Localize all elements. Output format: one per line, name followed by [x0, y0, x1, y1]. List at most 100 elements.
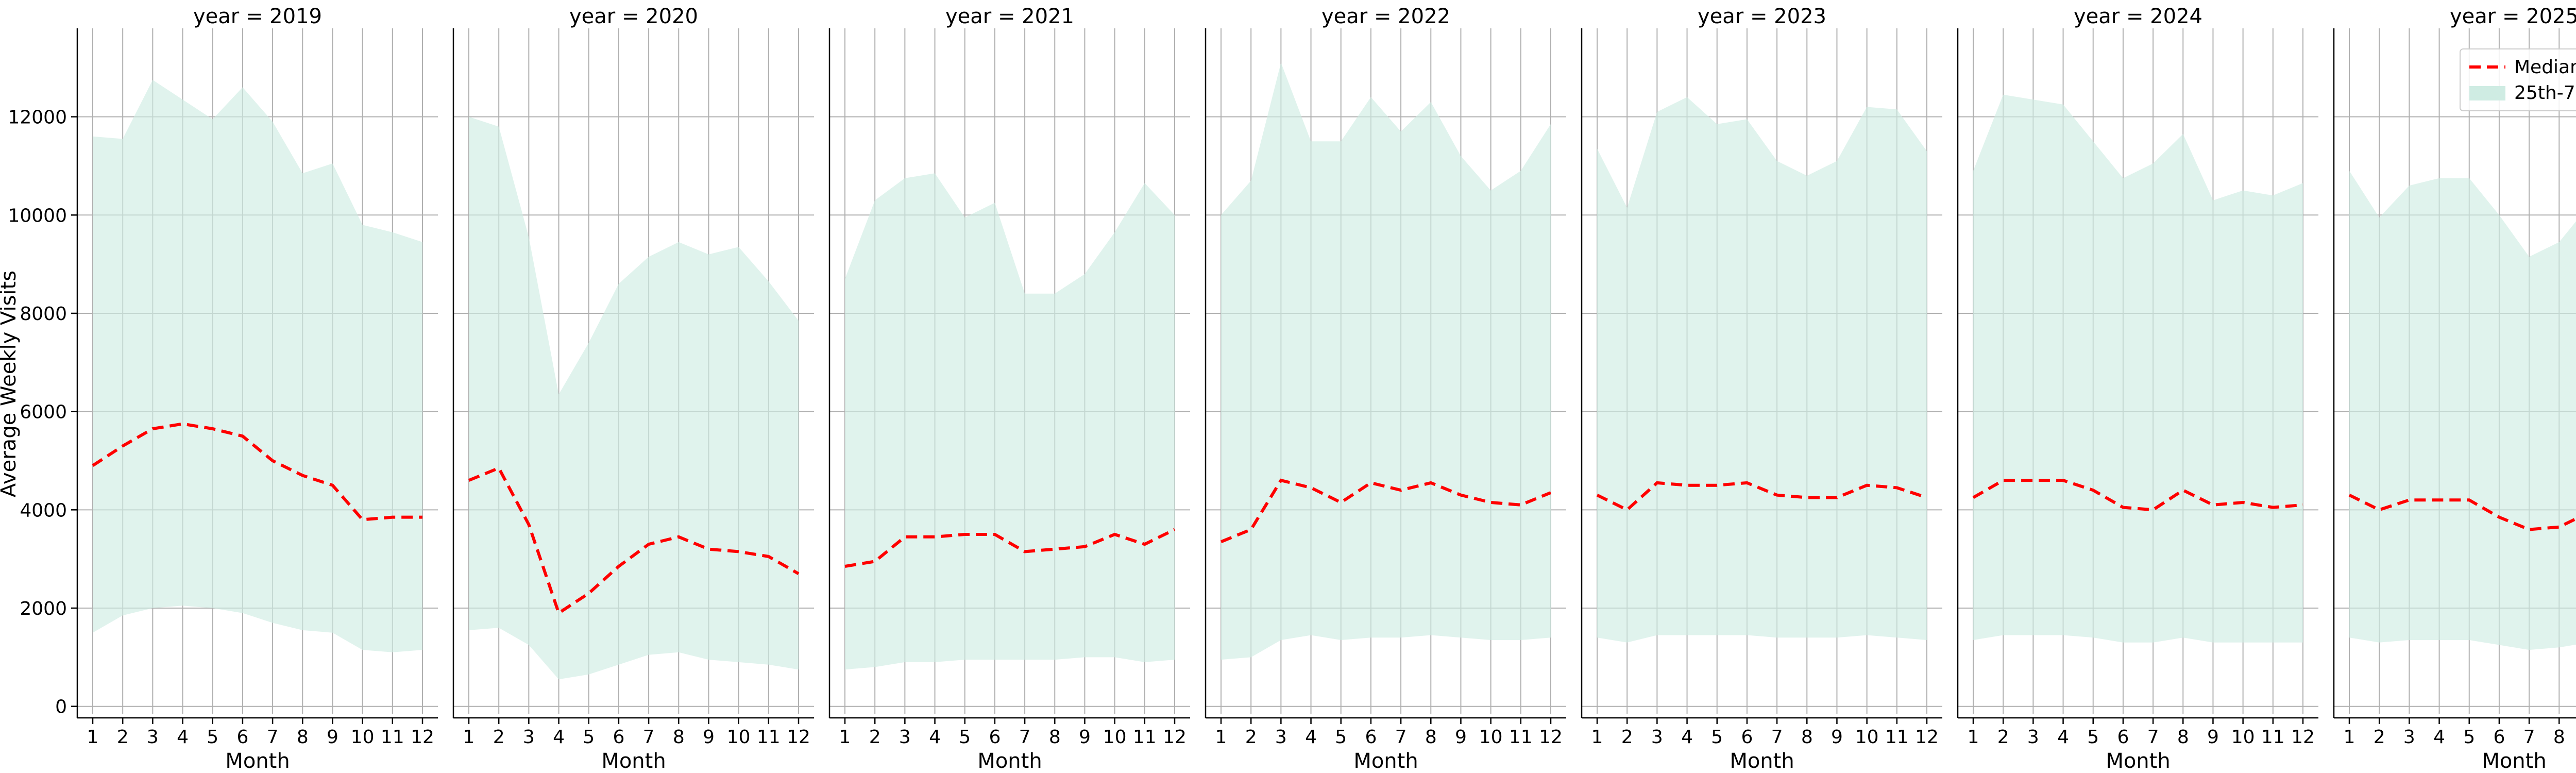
- percentile-band: [1597, 97, 1927, 643]
- x-tick-label: 12: [1915, 727, 1939, 748]
- x-tick-label: 9: [2207, 727, 2219, 748]
- x-tick-label: 4: [1681, 727, 1693, 748]
- x-tick-label: 10: [1479, 727, 1503, 748]
- x-tick-label: 3: [147, 727, 159, 748]
- x-tick-label: 9: [1079, 727, 1091, 748]
- y-tick-label: 8000: [20, 304, 67, 325]
- x-tick-label: 6: [613, 727, 624, 748]
- x-tick-label: 8: [1801, 727, 1813, 748]
- x-tick-label: 8: [673, 727, 685, 748]
- x-tick-label: 10: [1103, 727, 1127, 748]
- legend-median-label: Median: [2514, 57, 2576, 78]
- x-tick-label: 3: [899, 727, 911, 748]
- x-tick-label: 6: [2117, 727, 2129, 748]
- percentile-band: [469, 116, 799, 680]
- x-tick-label: 9: [1831, 727, 1843, 748]
- x-tick-label: 7: [1395, 727, 1407, 748]
- x-tick-label: 8: [297, 727, 309, 748]
- x-tick-label: 12: [787, 727, 810, 748]
- x-tick-label: 4: [177, 727, 189, 748]
- percentile-band: [1221, 62, 1551, 660]
- x-axis-label: Month: [225, 749, 290, 773]
- x-tick-label: 6: [1365, 727, 1377, 748]
- percentile-band: [845, 173, 1175, 670]
- x-axis-label: Month: [977, 749, 1042, 773]
- x-tick-label: 10: [1855, 727, 1879, 748]
- x-axis-label: Month: [601, 749, 666, 773]
- x-tick-label: 3: [2403, 727, 2415, 748]
- x-tick-label: 1: [463, 727, 475, 748]
- x-axis-label: Month: [1730, 749, 1794, 773]
- panel-title: year = 2024: [2074, 5, 2202, 28]
- x-tick-label: 8: [2553, 727, 2565, 748]
- x-tick-label: 10: [351, 727, 375, 748]
- x-tick-label: 11: [2261, 727, 2285, 748]
- x-tick-label: 8: [2177, 727, 2189, 748]
- x-tick-label: 3: [1651, 727, 1663, 748]
- x-tick-label: 11: [381, 727, 404, 748]
- x-tick-label: 3: [523, 727, 535, 748]
- median-line: [92, 422, 422, 522]
- x-tick-label: 4: [929, 727, 941, 748]
- legend-band-swatch: [2469, 86, 2505, 100]
- median-line: [2348, 494, 2576, 531]
- x-tick-label: 1: [1591, 727, 1603, 748]
- x-tick-label: 6: [2493, 727, 2505, 748]
- x-tick-label: 1: [1968, 727, 1979, 748]
- x-tick-label: 6: [989, 727, 1001, 748]
- x-tick-label: 2: [1245, 727, 1257, 748]
- panel-title: year = 2025: [2450, 5, 2576, 28]
- x-tick-label: 4: [2057, 727, 2069, 748]
- legend-band-label: 25th-75th Percentile: [2514, 82, 2576, 104]
- x-tick-label: 5: [959, 727, 971, 748]
- x-tick-label: 9: [327, 727, 338, 748]
- x-tick-label: 2: [869, 727, 881, 748]
- x-tick-label: 2: [2374, 727, 2385, 748]
- y-axis-label: Average Weekly Visits: [0, 271, 21, 497]
- y-tick-label: 4000: [20, 500, 67, 521]
- x-tick-label: 1: [2344, 727, 2355, 748]
- x-tick-label: 7: [643, 727, 655, 748]
- x-tick-label: 9: [703, 727, 715, 748]
- x-tick-label: 5: [2087, 727, 2099, 748]
- x-tick-label: 2: [1621, 727, 1633, 748]
- x-tick-label: 8: [1049, 727, 1061, 748]
- y-tick-label: 10000: [8, 205, 67, 226]
- x-tick-label: 6: [1741, 727, 1753, 748]
- x-tick-label: 11: [1133, 727, 1157, 748]
- panel-title: year = 2021: [945, 5, 1074, 28]
- panel-title: year = 2019: [193, 5, 322, 28]
- x-tick-label: 1: [87, 727, 99, 748]
- x-axis-label: Month: [1353, 749, 1418, 773]
- x-tick-label: 1: [1215, 727, 1227, 748]
- x-tick-label: 7: [1019, 727, 1031, 748]
- x-tick-label: 10: [2231, 727, 2255, 748]
- x-tick-label: 7: [2523, 727, 2535, 748]
- y-tick-label: 6000: [20, 402, 67, 423]
- median-line: [1220, 478, 1552, 544]
- x-tick-label: 1: [839, 727, 851, 748]
- x-tick-label: 11: [1509, 727, 1533, 748]
- median-line: [844, 528, 1176, 568]
- x-tick-label: 2: [117, 727, 129, 748]
- x-tick-label: 12: [411, 727, 434, 748]
- x-tick-label: 7: [267, 727, 279, 748]
- y-tick-label: 0: [55, 697, 67, 718]
- x-tick-label: 5: [207, 727, 218, 748]
- percentile-band: [2349, 171, 2576, 650]
- x-tick-label: 5: [583, 727, 595, 748]
- y-tick-label: 12000: [8, 107, 67, 128]
- x-tick-label: 5: [1711, 727, 1723, 748]
- x-tick-label: 2: [493, 727, 505, 748]
- x-tick-label: 12: [1539, 727, 1563, 748]
- x-tick-label: 5: [1335, 727, 1347, 748]
- x-tick-label: 9: [1455, 727, 1467, 748]
